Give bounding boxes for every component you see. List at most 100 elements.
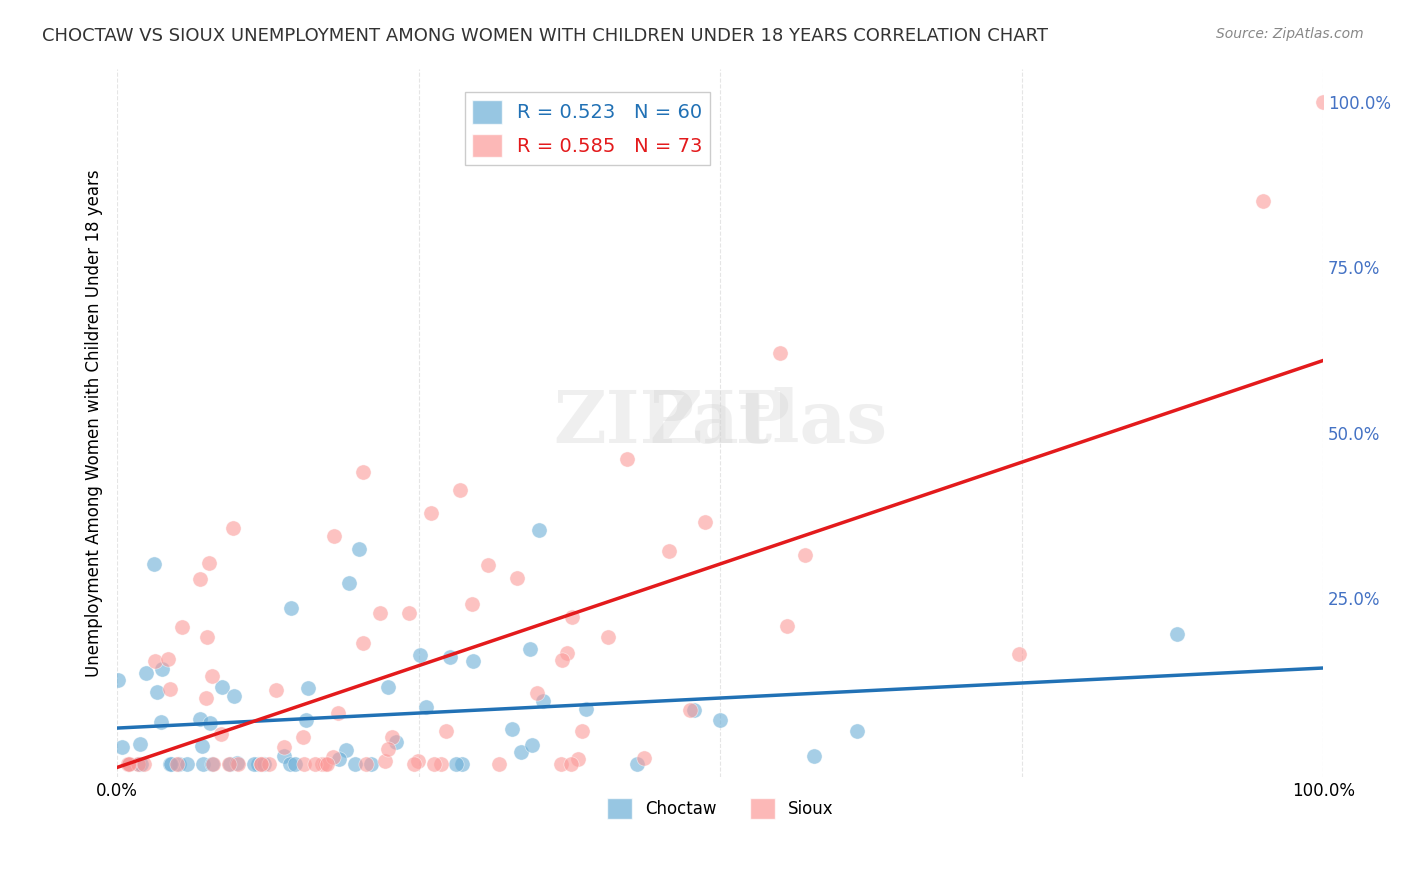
Sioux — [1008, 647, 1031, 661]
Choctaw — [360, 756, 382, 771]
Sioux — [314, 756, 336, 771]
Choctaw — [278, 756, 301, 771]
Sioux — [198, 556, 221, 570]
Sioux — [423, 756, 446, 771]
Choctaw — [295, 713, 318, 727]
Choctaw — [575, 702, 598, 716]
Sioux — [374, 754, 396, 768]
Sioux — [311, 756, 333, 771]
Choctaw — [246, 756, 269, 771]
Sioux — [776, 619, 799, 633]
Sioux — [370, 606, 392, 620]
Sioux — [292, 756, 315, 771]
Sioux — [526, 686, 548, 700]
Choctaw — [159, 756, 181, 771]
Choctaw — [284, 756, 307, 771]
Choctaw — [626, 756, 648, 771]
Sioux — [117, 756, 139, 771]
Sioux — [693, 516, 716, 530]
Sioux — [157, 652, 180, 666]
Sioux — [561, 609, 583, 624]
Choctaw — [280, 600, 302, 615]
Choctaw — [385, 735, 408, 749]
Choctaw — [145, 685, 167, 699]
Sioux — [202, 756, 225, 771]
Sioux — [172, 620, 194, 634]
Sioux — [567, 752, 589, 766]
Sioux — [249, 756, 271, 771]
Sioux — [352, 636, 374, 650]
Choctaw — [337, 575, 360, 590]
Choctaw — [335, 743, 357, 757]
Choctaw — [167, 756, 190, 771]
Choctaw — [845, 724, 868, 739]
Text: CHOCTAW VS SIOUX UNEMPLOYMENT AMONG WOMEN WITH CHILDREN UNDER 18 YEARS CORRELATI: CHOCTAW VS SIOUX UNEMPLOYMENT AMONG WOME… — [42, 27, 1049, 45]
Choctaw — [243, 756, 266, 771]
Sioux — [166, 756, 188, 771]
Choctaw — [193, 756, 215, 771]
Sioux — [461, 597, 484, 611]
Sioux — [598, 630, 620, 644]
Sioux — [218, 756, 240, 771]
Sioux — [555, 646, 578, 660]
Sioux — [506, 572, 529, 586]
Choctaw — [1166, 627, 1188, 641]
Sioux — [159, 681, 181, 696]
Choctaw — [211, 681, 233, 695]
Sioux — [381, 730, 404, 744]
Choctaw — [439, 650, 461, 665]
Choctaw — [191, 739, 214, 753]
Choctaw — [683, 702, 706, 716]
Choctaw — [226, 756, 249, 770]
Sioux — [1251, 194, 1274, 208]
Sioux — [143, 654, 166, 668]
Sioux — [222, 521, 245, 535]
Sioux — [551, 653, 574, 667]
Choctaw — [135, 665, 157, 680]
Choctaw — [273, 748, 295, 763]
Sioux — [658, 543, 681, 558]
Sioux — [436, 724, 458, 739]
Choctaw — [190, 712, 212, 726]
Choctaw — [328, 752, 350, 766]
Sioux — [560, 756, 582, 771]
Sioux — [571, 724, 593, 739]
Sioux — [273, 740, 295, 755]
Sioux — [550, 756, 572, 771]
Sioux — [291, 730, 314, 744]
Sioux — [633, 751, 655, 765]
Choctaw — [111, 739, 134, 754]
Sioux — [250, 756, 273, 771]
Choctaw — [510, 745, 533, 759]
Sioux — [304, 756, 326, 771]
Sioux — [209, 727, 232, 741]
Sioux — [1312, 95, 1334, 109]
Sioux — [195, 630, 218, 644]
Choctaw — [343, 756, 366, 771]
Sioux — [264, 683, 287, 698]
Sioux — [322, 750, 344, 764]
Choctaw — [451, 756, 474, 771]
Choctaw — [519, 642, 541, 657]
Sioux — [117, 756, 139, 771]
Choctaw — [415, 700, 437, 714]
Choctaw — [527, 523, 550, 537]
Legend: Choctaw, Sioux: Choctaw, Sioux — [600, 791, 841, 825]
Choctaw — [198, 716, 221, 731]
Choctaw — [118, 756, 141, 771]
Y-axis label: Unemployment Among Women with Children Under 18 years: Unemployment Among Women with Children U… — [86, 169, 103, 676]
Sioux — [352, 465, 374, 479]
Choctaw — [377, 680, 399, 694]
Sioux — [769, 346, 792, 360]
Sioux — [316, 756, 339, 771]
Choctaw — [531, 694, 554, 708]
Choctaw — [219, 756, 242, 771]
Choctaw — [522, 739, 544, 753]
Sioux — [194, 691, 217, 706]
Sioux — [398, 607, 420, 621]
Sioux — [419, 506, 441, 520]
Sioux — [132, 756, 155, 771]
Sioux — [117, 756, 139, 771]
Sioux — [127, 756, 149, 771]
Choctaw — [107, 673, 129, 688]
